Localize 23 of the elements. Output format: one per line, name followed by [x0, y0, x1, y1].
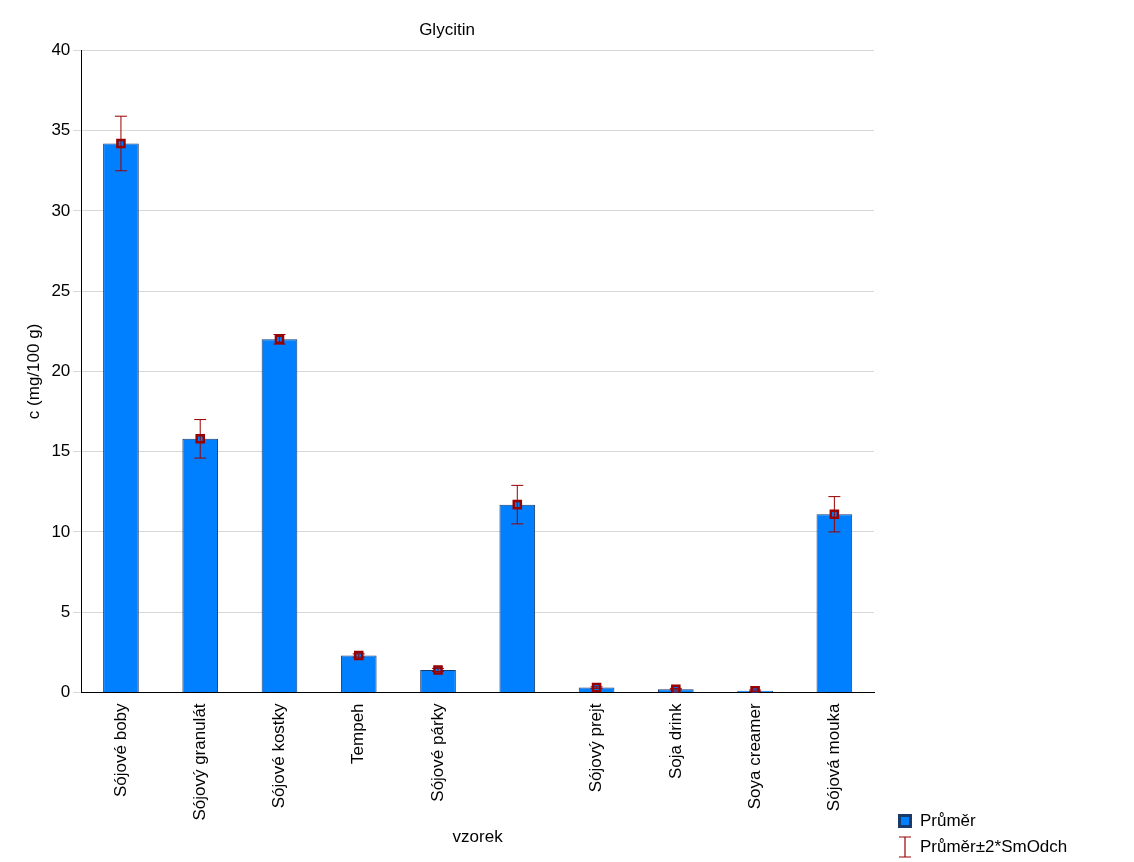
x-tick-label: Sójový prejt	[586, 703, 606, 793]
text: Průměr±2*SmOdch	[920, 837, 1068, 857]
x-tick-label: Sójové kostky	[269, 702, 289, 809]
x-axis-title: vzorek	[452, 827, 504, 847]
y-tick-label: 10	[51, 521, 71, 541]
x-tick-label: Soya creamer	[744, 703, 764, 810]
y-tick-label: 25	[51, 280, 71, 300]
y-axis-title: c (mg/100 g)	[23, 323, 43, 420]
x-tick-label: Sójový granulát	[189, 703, 209, 821]
y-tick-label: 20	[51, 361, 71, 381]
legend-label: Průměr	[920, 811, 976, 831]
x-tick-label: Soja drink	[665, 702, 685, 780]
x-tick-label: Tempeh	[348, 703, 368, 764]
y-tick-label: 0	[60, 682, 71, 702]
y-tick-label: 5	[60, 601, 71, 621]
x-tick-label: Sójové párky	[427, 702, 447, 802]
y-tick-label: 35	[51, 120, 71, 140]
y-tick-label: 15	[51, 441, 71, 461]
y-tick-label: 40	[51, 40, 71, 60]
x-tick-label: Sójová mouka	[824, 702, 844, 812]
y-tick-label: 30	[51, 200, 71, 220]
chart-title: Glycitin	[419, 19, 475, 39]
x-tick-label: Sójové boby	[110, 702, 130, 797]
